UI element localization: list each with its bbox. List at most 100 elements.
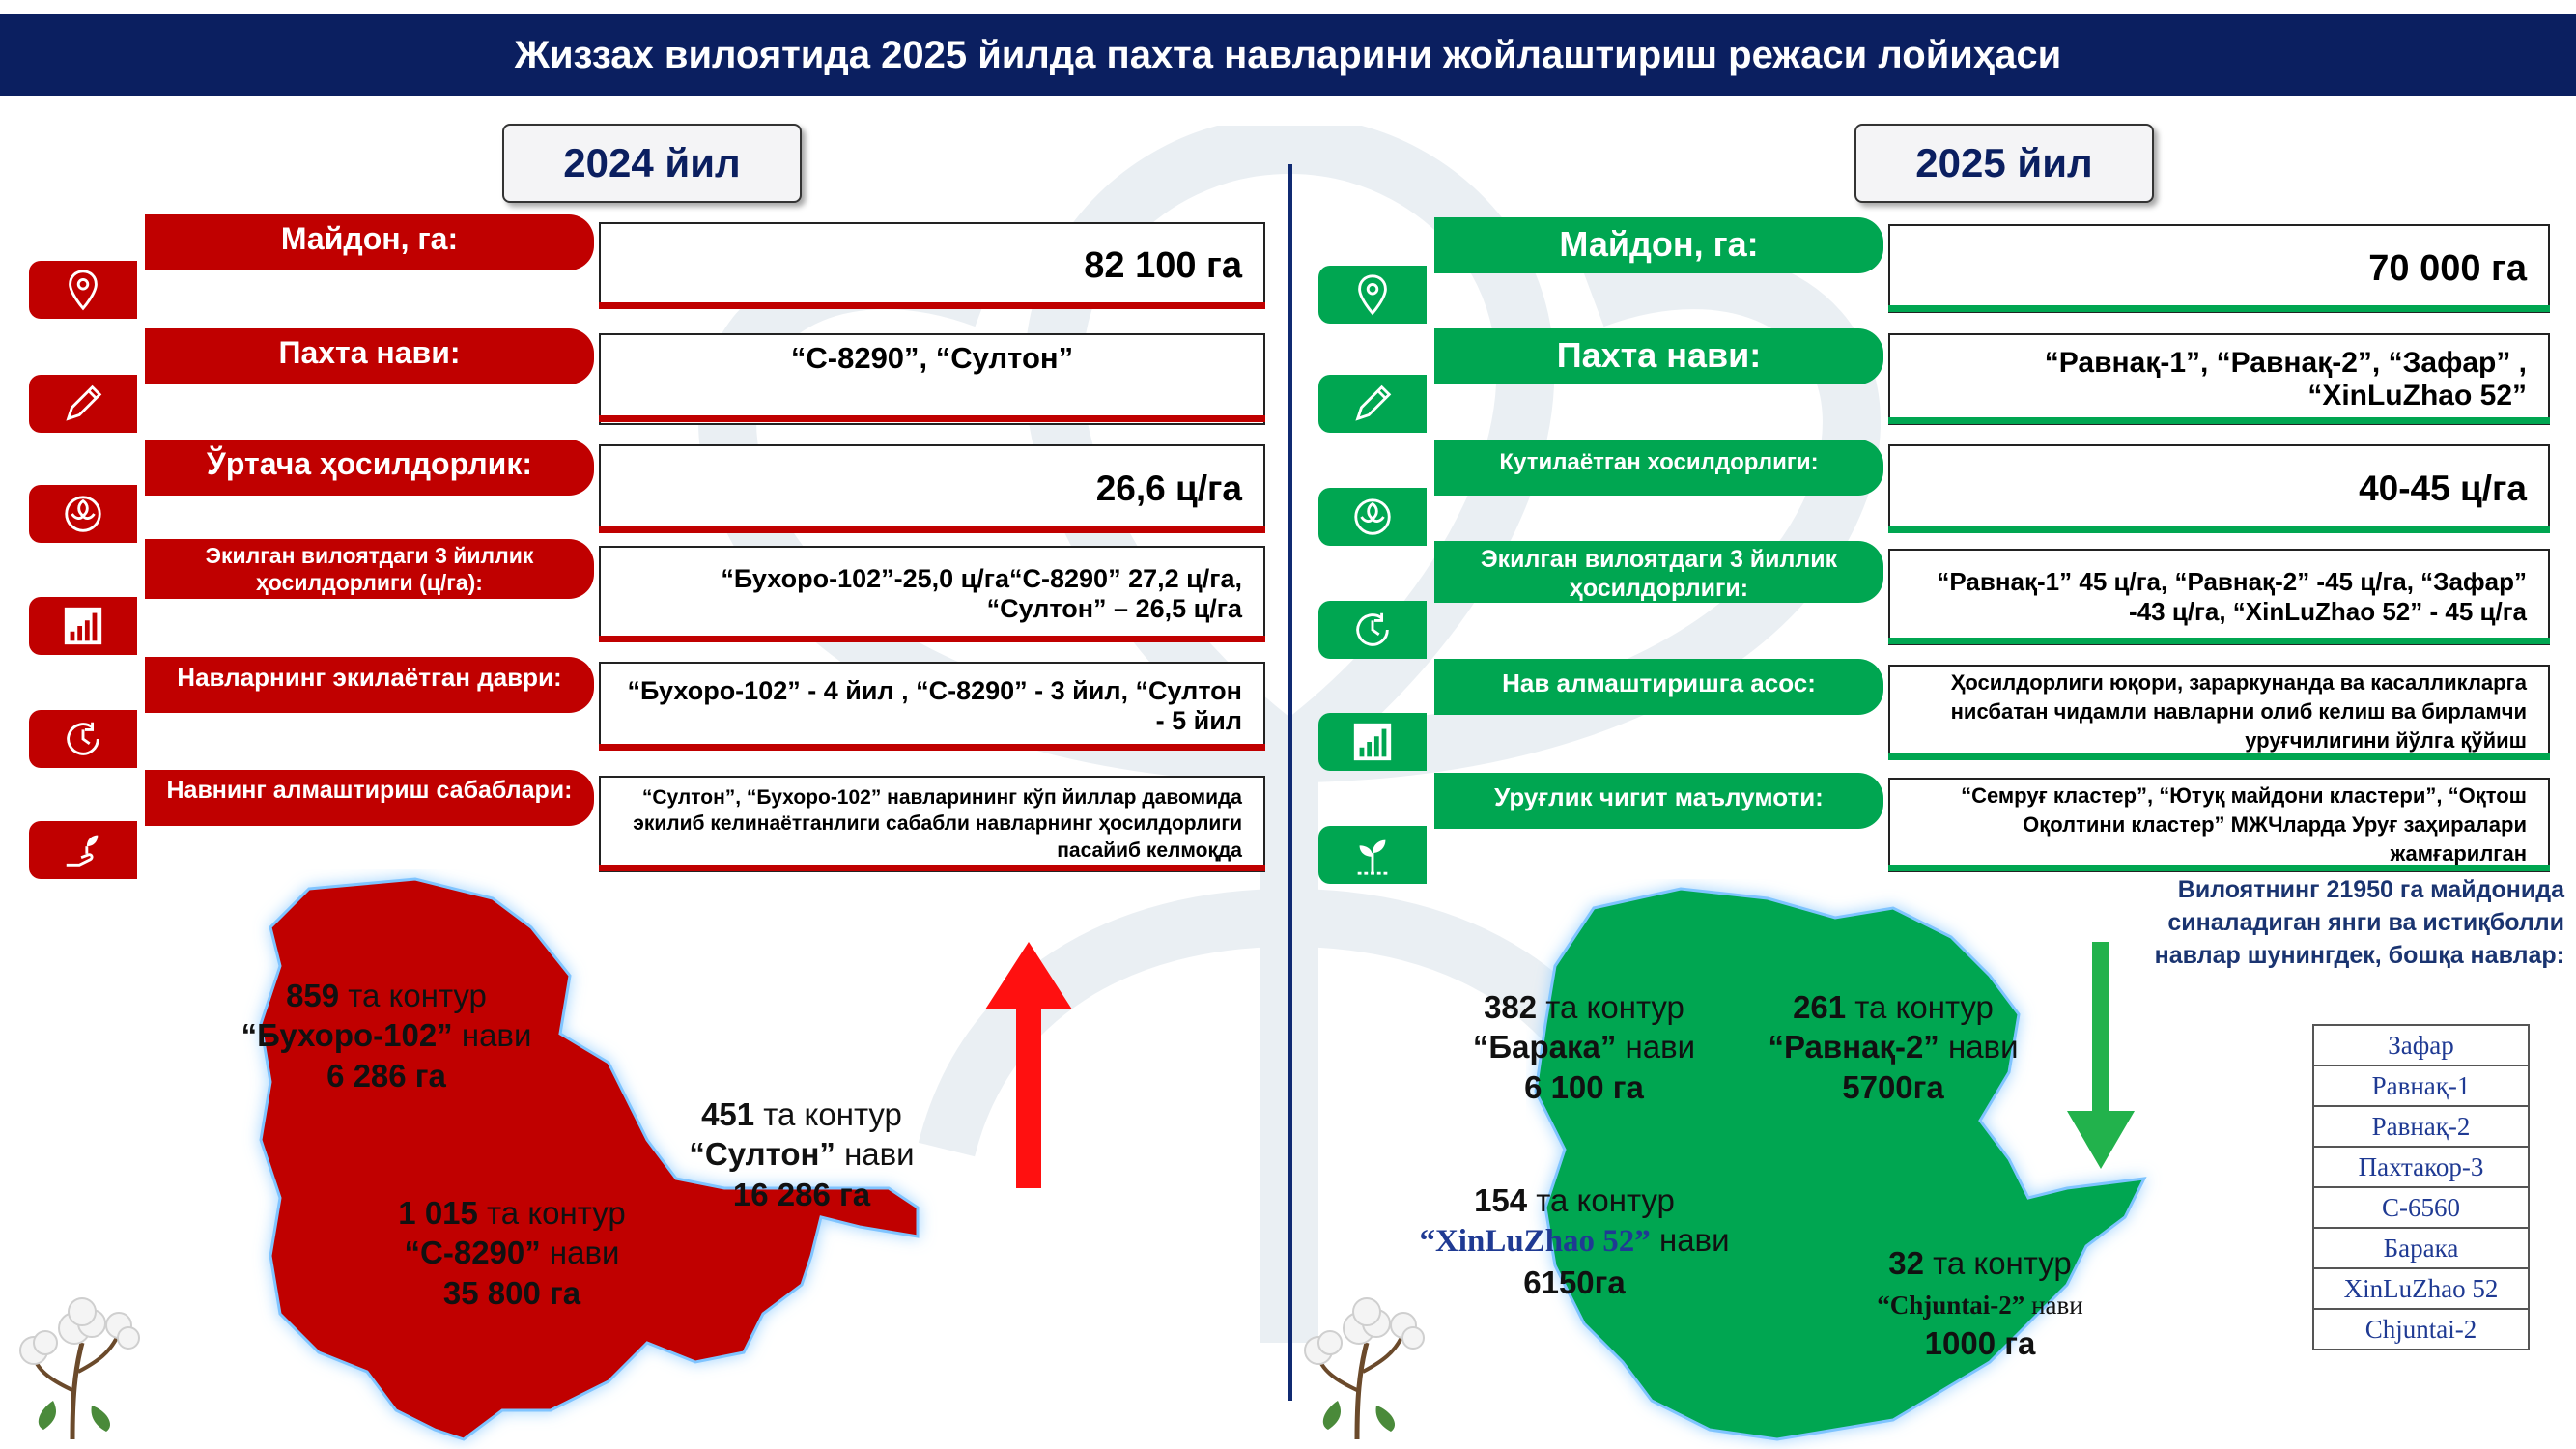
cotton-plant-icon (1304, 1297, 1425, 1440)
map-label-nav: нави (2024, 1291, 2083, 1321)
left-value-reason: “Султон”, “Бухоро-102” навларининг кўп й… (599, 776, 1265, 872)
map-label-variety: “Барака” (1472, 1029, 1617, 1065)
year-2025-box: 2025 йил (1854, 124, 2154, 203)
left-value-period: “Бухоро-102” - 4 йил , “С-8290” - 3 йил,… (599, 662, 1265, 751)
map-pin-icon (1318, 266, 1427, 324)
varieties-table: Зафар Равнақ-1 Равнақ-2 Пахтакор-3 С-656… (2312, 1024, 2530, 1350)
left-underline-variety (599, 415, 1265, 422)
right-underline-area (1888, 305, 2550, 312)
left-value-area: 82 100 га (599, 222, 1265, 309)
map-label-area: 1000 га (1924, 1324, 2036, 1361)
map-label-variety: “Султон” (689, 1136, 835, 1173)
left-underline-area (599, 302, 1265, 309)
plant-hand-icon (29, 821, 137, 879)
map-label-variety: “Равнақ-2” (1768, 1029, 1939, 1065)
left-value-3year: “Бухоро-102”-25,0 ц/га“С-8290” 27,2 ц/га… (599, 546, 1265, 642)
left-underline-reason (599, 865, 1265, 871)
bar-chart-icon (29, 597, 137, 655)
map-label-variety: “Бухоро-102” (241, 1017, 453, 1054)
left-underline-period (599, 744, 1265, 751)
left-label-area: Майдон, га: (145, 214, 594, 270)
year-2024-box: 2024 йил (502, 124, 802, 203)
left-value-variety: “С-8290”, “Султон” (599, 333, 1265, 425)
right-value-seed: “Семруғ кластер”, “Ютуқ майдони кластери… (1888, 778, 2550, 872)
variety-cell: Равнақ-1 (2312, 1065, 2530, 1107)
map-label-area: 16 286 га (732, 1176, 871, 1212)
left-region-map (259, 877, 920, 1441)
right-value-area: 70 000 га (1888, 224, 2550, 313)
table-row: Барака (2312, 1227, 2530, 1269)
variety-cell: Равнақ-2 (2312, 1105, 2530, 1148)
map-label-area: 5700га (1842, 1068, 1944, 1105)
left-underline-3year (599, 636, 1265, 642)
page-title: Жиззах вилоятида 2025 йилда пахта навлар… (514, 33, 2062, 76)
right-underline-3year (1888, 638, 2550, 644)
variety-cell: Пахтакор-3 (2312, 1146, 2530, 1188)
table-row: Chjuntai-2 (2312, 1308, 2530, 1350)
clock-icon (29, 710, 137, 768)
map-label-variety: “XinLuZhao 52” (1419, 1224, 1651, 1260)
map-label-suffix: та контур (1537, 989, 1684, 1025)
map-label-nav: нави (540, 1235, 620, 1271)
pencil-icon (1318, 375, 1427, 433)
right-map-label-xinluzhao: 154 та контур “XinLuZhao 52” нави 6150га (1410, 1180, 1739, 1302)
right-label-3year: Экилган вилоятдаги 3 йиллик ҳосилдорлиги… (1434, 541, 1883, 603)
right-label-area: Майдон, га: (1434, 217, 1883, 273)
map-label-nav: нави (1650, 1222, 1730, 1259)
map-label-suffix: та контур (1923, 1245, 2072, 1281)
map-label-suffix: та контур (477, 1195, 626, 1231)
cotton-plant-icon (19, 1297, 140, 1440)
variety-cell: Зафар (2312, 1024, 2530, 1066)
year-2025-label: 2025 йил (1915, 140, 2093, 185)
variety-cell: XinLuZhao 52 (2312, 1267, 2530, 1310)
variety-cell: Chjuntai-2 (2312, 1308, 2530, 1350)
right-underline-basis (1888, 753, 2550, 760)
year-2024-label: 2024 йил (563, 140, 741, 185)
map-label-suffix: та контур (339, 978, 487, 1013)
up-arrow-icon (985, 942, 1072, 1188)
left-underline-yield (599, 526, 1265, 533)
left-label-period: Навларнинг экилаётган даври: (145, 657, 594, 713)
bar-chart-icon (1318, 713, 1427, 771)
table-row: Пахтакор-3 (2312, 1146, 2530, 1188)
table-row: XinLuZhao 52 (2312, 1267, 2530, 1310)
right-region-map (1534, 887, 2147, 1441)
right-map-label-baraka: 382 та контур “Барака” нави 6 100 га (1468, 987, 1700, 1107)
map-label-area: 6 100 га (1524, 1068, 1644, 1105)
seedling-icon (1318, 826, 1427, 884)
right-value-3year: “Равнақ-1” 45 ц/га, “Равнақ-2” -45 ц/га,… (1888, 549, 2550, 645)
map-label-nav: нави (1616, 1029, 1696, 1065)
map-label-area: 6150га (1523, 1264, 1626, 1300)
center-divider (1288, 164, 1292, 1401)
right-underline-variety (1888, 417, 2550, 424)
table-row: Зафар (2312, 1024, 2530, 1066)
table-row: С-6560 (2312, 1186, 2530, 1229)
map-label-nav: нави (1939, 1029, 2019, 1065)
right-map-label-ravnak2: 261 та контур “Равнақ-2” нави 5700га (1758, 987, 2028, 1107)
map-label-count: 261 (1793, 989, 1847, 1025)
left-label-variety: Пахта нави: (145, 328, 594, 384)
right-underline-seed (1888, 865, 2550, 871)
other-varieties-note: Вилоятнинг 21950 га майдонида синаладига… (2154, 876, 2564, 969)
map-label-count: 859 (286, 978, 340, 1013)
map-label-nav: нави (452, 1017, 532, 1054)
page-title-banner: Жиззах вилоятида 2025 йилда пахта навлар… (0, 14, 2576, 96)
right-value-variety: “Равнақ-1”, “Равнақ-2”, “Зафар” , “XinLu… (1888, 333, 2550, 425)
right-map-label-chjuntai: 32 та контур “Chjuntai-2” нави 1000 га (1845, 1243, 2115, 1363)
map-label-variety: “Chjuntai-2” (1877, 1291, 2025, 1321)
left-map-label-sulton: 451 та контур “Султон” нави 16 286 га (657, 1094, 947, 1214)
map-label-suffix: та контур (1527, 1182, 1675, 1218)
map-label-suffix: та контур (1846, 989, 1994, 1025)
map-label-suffix: та контур (754, 1096, 902, 1132)
map-label-variety: “С-8290” (404, 1235, 541, 1271)
down-arrow-icon (2067, 942, 2135, 1169)
map-label-area: 6 286 га (326, 1057, 446, 1094)
left-label-yield: Ўртача ҳосилдорлик: (145, 440, 594, 496)
table-row: Равнақ-2 (2312, 1105, 2530, 1148)
right-value-yield: 40-45 ц/га (1888, 444, 2550, 533)
left-map-label-c8290: 1 015 та контур “С-8290” нави 35 800 га (367, 1193, 657, 1313)
map-label-count: 1 015 (398, 1195, 478, 1231)
map-label-area: 35 800 га (442, 1274, 581, 1311)
map-label-count: 154 (1474, 1182, 1528, 1218)
map-label-count: 451 (701, 1096, 755, 1132)
